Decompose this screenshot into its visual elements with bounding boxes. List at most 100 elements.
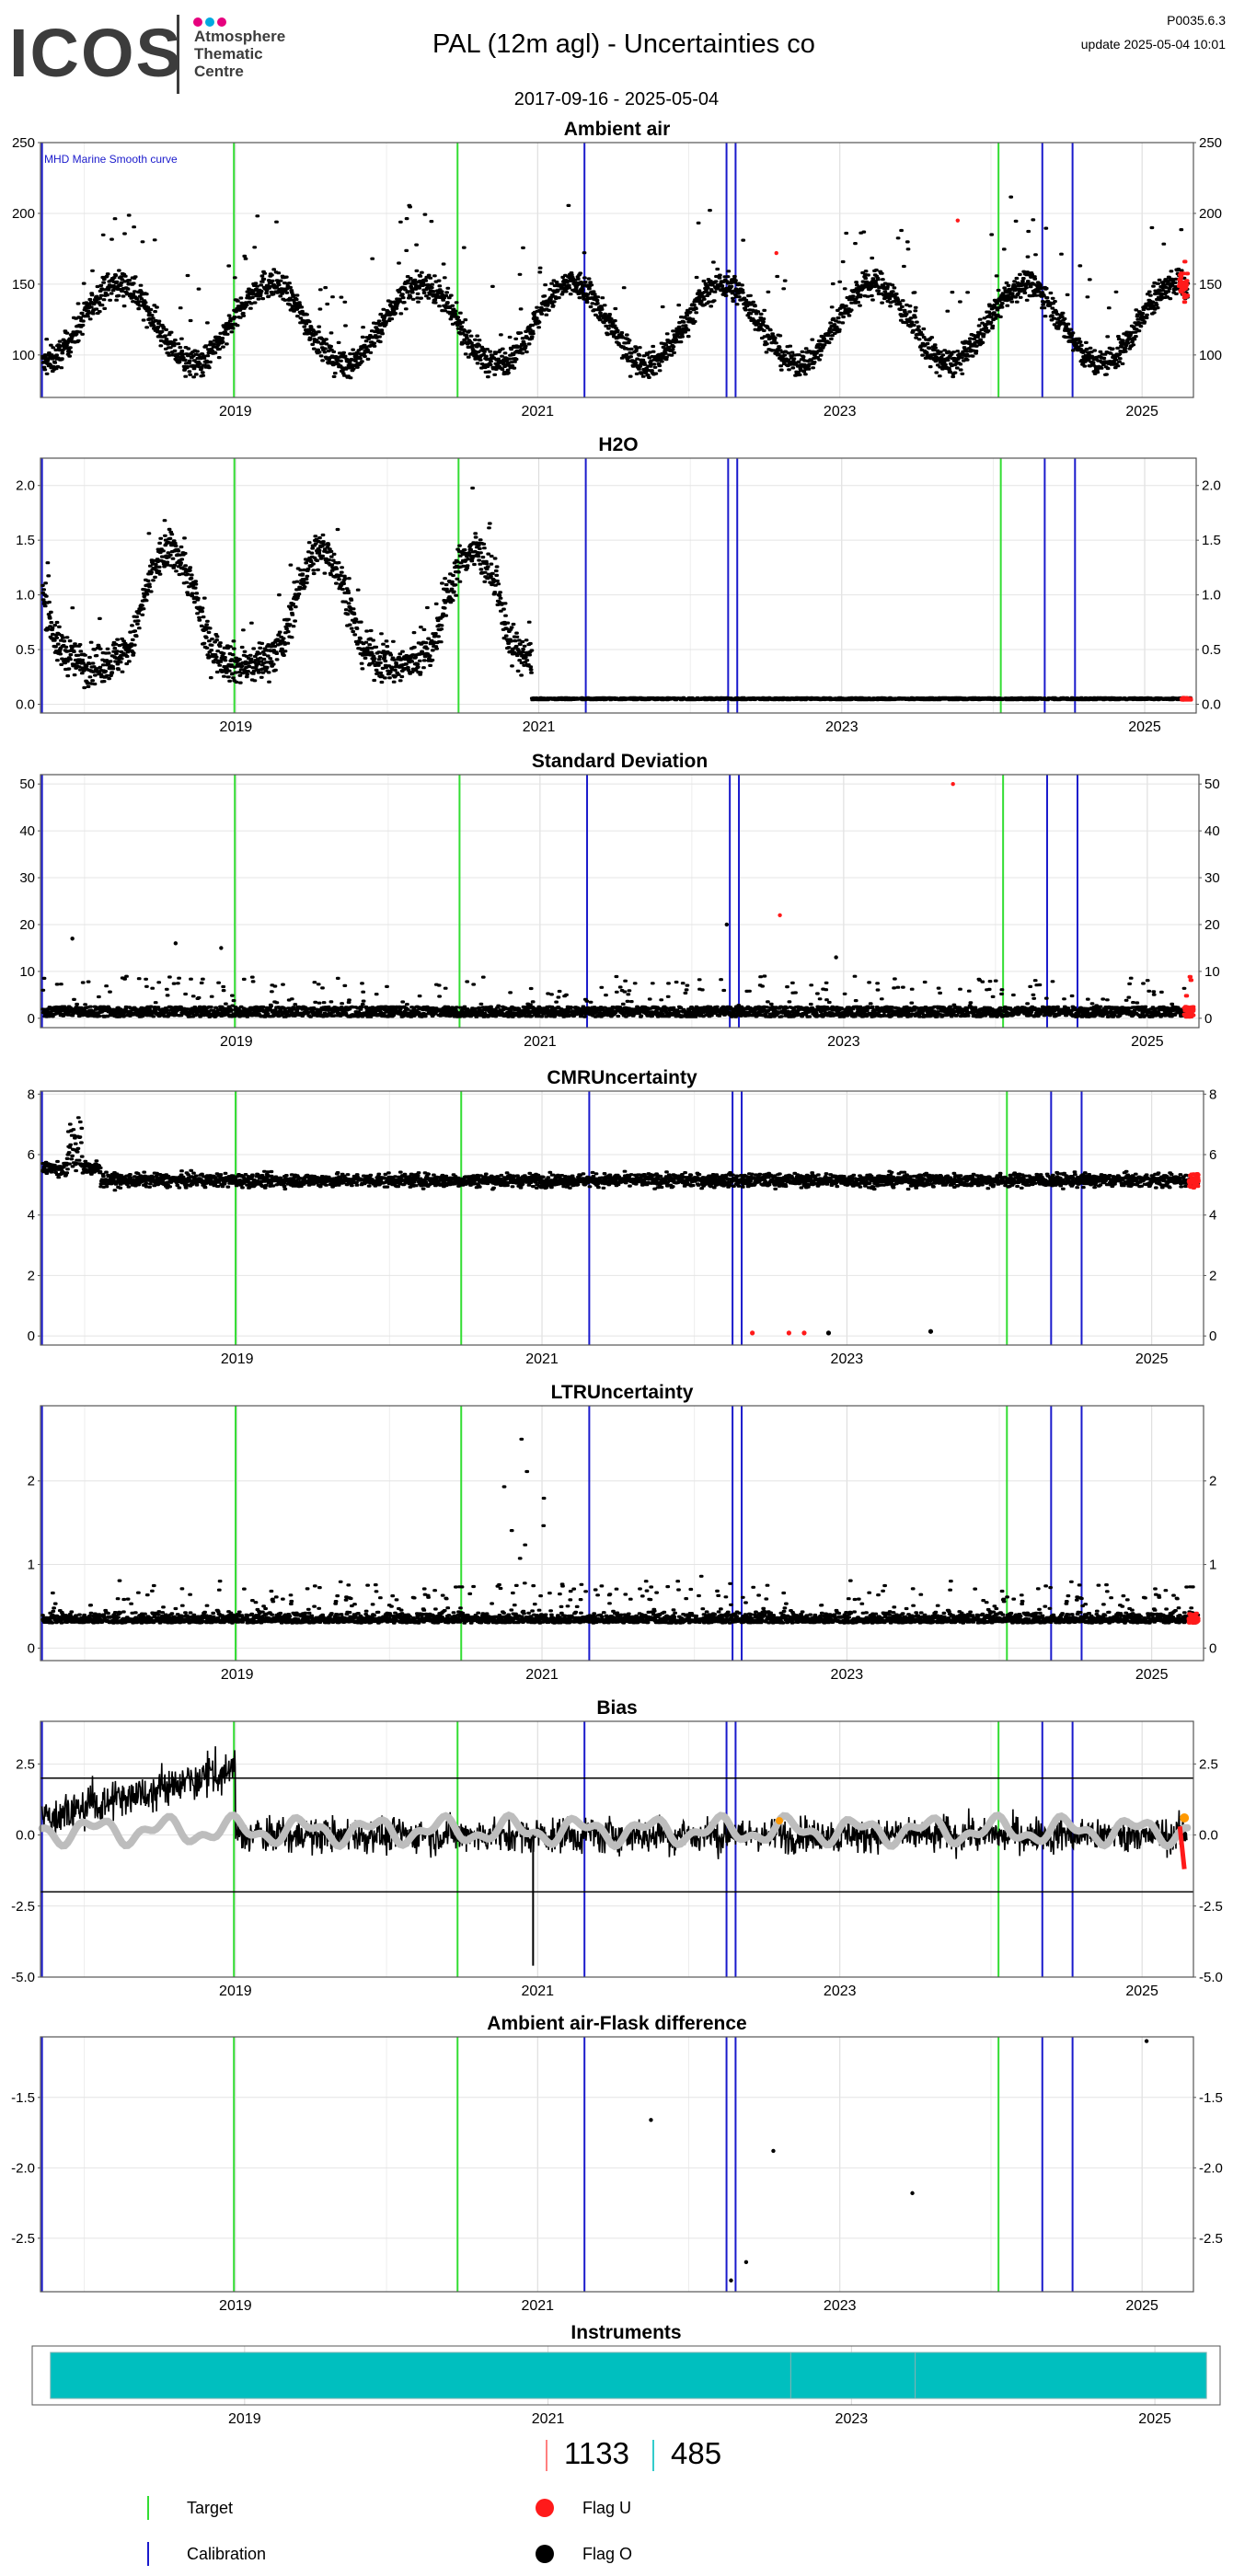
y-tick-label-left: 50 xyxy=(19,776,35,792)
y-tick-label-right: 0.5 xyxy=(1202,642,1221,658)
version-label: P0035.6.3 xyxy=(1167,13,1226,28)
y-tick-label-right: -2.5 xyxy=(1199,1899,1223,1915)
chart-frame xyxy=(40,2036,1194,2293)
data-points xyxy=(40,486,1193,702)
y-tick-label-left: 4 xyxy=(28,1208,35,1224)
x-tick-label: 2025 xyxy=(1135,1667,1169,1683)
low-point xyxy=(801,1330,807,1336)
y-tick-label-right: 1 xyxy=(1209,1558,1216,1573)
instrument-bar xyxy=(915,2352,1207,2399)
y-tick-label-right: 30 xyxy=(1204,870,1220,886)
x-tick-label: 2023 xyxy=(827,1034,860,1050)
x-tick-label: 2021 xyxy=(521,1984,554,1999)
outlier-point xyxy=(724,922,730,927)
y-tick-label-right: 2 xyxy=(1209,1474,1216,1489)
y-tick-label-left: 1 xyxy=(28,1558,35,1573)
cyan-count: 485 xyxy=(671,2436,722,2470)
flag-u-points xyxy=(1176,259,1191,305)
x-tick-label: 2021 xyxy=(521,404,554,420)
outlier-point xyxy=(955,218,961,223)
y-tick-label-right: 0 xyxy=(1204,1011,1212,1027)
y-tick-label-right: -2.0 xyxy=(1199,2160,1223,2176)
y-tick-label-right: 2 xyxy=(1209,1268,1216,1283)
flag-u-legend-icon xyxy=(536,2499,554,2517)
y-tick-label-right: 2.0 xyxy=(1202,478,1221,494)
icos-logo: ICOS xyxy=(9,15,183,91)
chart-instruments: Instruments 2019 2021 2023 2025 xyxy=(31,2322,1221,2427)
y-tick-label-right: 0 xyxy=(1209,1328,1216,1344)
x-tick-label: 2023 xyxy=(835,2411,869,2427)
y-tick-label-right: 50 xyxy=(1204,776,1220,792)
x-tick-label: 2023 xyxy=(825,719,858,735)
flag-u-points xyxy=(1181,974,1196,1019)
y-tick-label-left: 20 xyxy=(19,917,35,933)
outlier-point xyxy=(951,781,955,787)
chart-sd: Standard Deviation 2019 2021 2023 2025 0 0 10 10… xyxy=(19,751,1219,1050)
atc-dot xyxy=(205,17,214,27)
chart-title: Bias xyxy=(596,1697,637,1719)
atc-logo-dots-icon xyxy=(193,15,229,31)
y-tick-label-left: 1.0 xyxy=(16,588,35,604)
y-tick-label-left: 0 xyxy=(28,1328,35,1344)
outlier-point xyxy=(834,955,838,960)
chart-annotation: MHD Marine Smooth curve xyxy=(44,153,178,166)
chart-title: Standard Deviation xyxy=(532,751,708,772)
red-count: 1133 xyxy=(564,2436,629,2470)
flag-u-points xyxy=(1179,696,1193,702)
x-tick-label: 2023 xyxy=(831,1667,864,1683)
chart-frame xyxy=(40,142,1194,398)
x-tick-label: 2021 xyxy=(525,1351,559,1367)
y-tick-label-right: 150 xyxy=(1199,277,1222,293)
instrument-bar xyxy=(789,2352,916,2399)
atc-line: Thematic xyxy=(194,45,263,63)
y-tick-label-right: 20 xyxy=(1204,917,1220,933)
y-tick-label-right: 0.0 xyxy=(1199,1828,1218,1844)
outlier-point xyxy=(774,250,778,256)
y-tick-label-right: 100 xyxy=(1199,348,1222,363)
flag-u-legend-label: Flag U xyxy=(582,2499,632,2517)
x-tick-label: 2025 xyxy=(1135,1351,1169,1367)
update-timestamp: update 2025-05-04 10:01 xyxy=(1080,37,1226,52)
flag-o-legend-label: Flag O xyxy=(582,2545,633,2563)
outlier-point xyxy=(778,913,782,917)
y-tick-label-left: 6 xyxy=(28,1147,35,1163)
flag-u-segment xyxy=(1177,1826,1187,1869)
y-tick-label-left: 30 xyxy=(19,870,35,886)
data-points xyxy=(40,974,1196,1018)
y-tick-label-left: -5.0 xyxy=(11,1970,35,1985)
y-tick-label-right: 40 xyxy=(1204,823,1220,839)
calibration-legend-icon xyxy=(147,2542,149,2566)
y-tick-label-right: -1.5 xyxy=(1199,2090,1223,2106)
calibration-legend-label: Calibration xyxy=(187,2545,267,2563)
y-tick-label-left: 0 xyxy=(28,1640,35,1656)
y-tick-label-right: 2.5 xyxy=(1199,1756,1218,1772)
y-tick-label-left: 8 xyxy=(28,1087,35,1102)
flask-orange-point xyxy=(776,1817,784,1825)
chart-title: LTRUncertainty xyxy=(551,1382,694,1403)
instrument-bar xyxy=(50,2352,791,2399)
outlier-point xyxy=(219,946,224,950)
y-tick-label-right: -2.5 xyxy=(1199,2231,1223,2247)
flask-diff-point xyxy=(771,2148,776,2154)
chart-frame xyxy=(40,457,1197,714)
atc-logo-text: Atmosphere Thematic Centre xyxy=(194,28,285,80)
chart-frame xyxy=(31,2345,1221,2406)
y-tick-label-right: 4 xyxy=(1209,1208,1216,1224)
chart-title: H2O xyxy=(598,434,638,455)
red-count-bar xyxy=(546,2440,547,2471)
chart-ltr: LTRUncertainty 2019 2021 2023 2025 0 0 1 1 2 2 xyxy=(28,1382,1217,1683)
y-tick-label-left: 2.0 xyxy=(16,478,35,494)
data-points xyxy=(40,1116,1201,1192)
target-legend-label: Target xyxy=(187,2499,234,2517)
y-tick-label-left: -1.5 xyxy=(11,2090,35,2106)
y-tick-label-left: 0.0 xyxy=(16,696,35,712)
flask-diff-point xyxy=(649,2118,653,2122)
x-tick-label: 2023 xyxy=(824,404,857,420)
y-tick-label-left: 2 xyxy=(28,1268,35,1283)
x-tick-label: 2025 xyxy=(1138,2411,1171,2427)
x-tick-label: 2021 xyxy=(521,2298,554,2314)
x-tick-label: 2021 xyxy=(523,719,556,735)
y-tick-label-right: 0.0 xyxy=(1202,696,1221,712)
y-tick-label-left: 40 xyxy=(19,823,35,839)
